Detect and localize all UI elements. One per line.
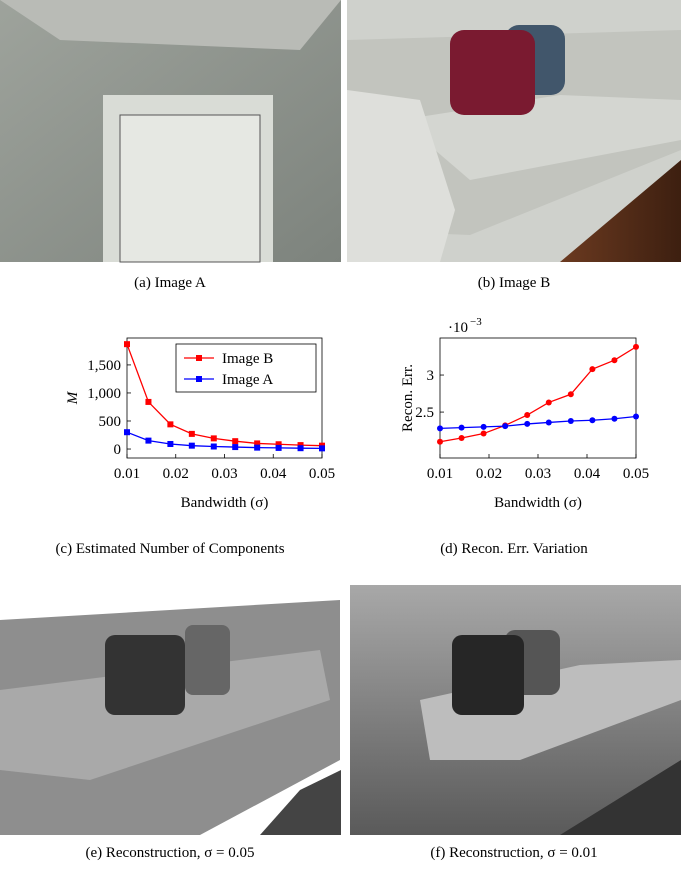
image-f — [350, 585, 681, 835]
marker — [232, 438, 238, 444]
marker — [298, 445, 304, 451]
x-tick-label: 0.01 — [427, 466, 453, 482]
x-tick-label: 0.03 — [525, 466, 551, 482]
marker — [319, 445, 325, 451]
marker — [167, 441, 173, 447]
marker — [189, 443, 195, 449]
caption: (b) Image B — [478, 275, 550, 291]
marker — [546, 419, 552, 425]
marker — [524, 412, 530, 418]
y-tick-label: 500 — [99, 414, 122, 430]
marker — [189, 431, 195, 437]
marker — [145, 438, 151, 444]
caption: (e) Reconstruction, σ = 0.05 — [85, 845, 254, 861]
y-tick-label: 3 — [427, 368, 435, 384]
marker — [211, 444, 217, 450]
x-tick-label: 0.04 — [574, 466, 601, 482]
caption: (c) Estimated Number of Components — [55, 541, 284, 557]
marker — [502, 423, 508, 429]
marker — [546, 399, 552, 405]
legend-label: Image A — [222, 372, 273, 388]
axis-multiplier: ·10 — [448, 320, 468, 336]
marker — [481, 431, 487, 437]
page: (a) Image A (b) Image B (c) Estimated Nu… — [0, 0, 681, 870]
x-tick-label: 0.03 — [211, 466, 237, 482]
marker — [633, 344, 639, 350]
marker — [232, 444, 238, 450]
image-e — [0, 585, 341, 835]
marker — [437, 425, 443, 431]
x-tick-label: 0.01 — [114, 466, 140, 482]
marker — [568, 418, 574, 424]
image-a — [0, 0, 341, 262]
legend-marker — [196, 355, 202, 361]
legend-marker — [196, 376, 202, 382]
x-axis-label: Bandwidth (σ) — [181, 495, 269, 511]
y-tick-label: 1,000 — [87, 386, 121, 402]
axis-multiplier-exponent: −3 — [470, 316, 482, 328]
marker — [524, 421, 530, 427]
figure: (a) Image A (b) Image B (c) Estimated Nu… — [0, 0, 681, 865]
x-tick-label: 0.02 — [163, 466, 189, 482]
caption: (d) Recon. Err. Variation — [440, 541, 588, 557]
marker — [167, 421, 173, 427]
marker — [589, 417, 595, 423]
caption: (a) Image A — [134, 275, 206, 291]
y-axis-label: M — [65, 390, 81, 405]
marker — [481, 424, 487, 430]
marker — [124, 341, 130, 347]
marker — [568, 391, 574, 397]
marker — [589, 366, 595, 372]
marker — [611, 416, 617, 422]
caption: (f) Reconstruction, σ = 0.01 — [430, 845, 597, 861]
marker — [254, 445, 260, 451]
marker — [459, 435, 465, 441]
marker — [633, 414, 639, 420]
y-tick-label: 1,500 — [87, 358, 121, 374]
marker — [437, 439, 443, 445]
legend-label: Image B — [222, 351, 273, 367]
image-b — [347, 0, 681, 262]
y-axis-label: Recon. Err. — [400, 364, 416, 432]
marker — [276, 445, 282, 451]
x-axis-label: Bandwidth (σ) — [494, 495, 582, 511]
marker — [611, 357, 617, 363]
x-tick-label: 0.04 — [260, 466, 287, 482]
x-tick-label: 0.05 — [309, 466, 335, 482]
plot-frame — [440, 338, 636, 458]
x-tick-label: 0.02 — [476, 466, 502, 482]
marker — [459, 425, 465, 431]
marker — [124, 429, 130, 435]
marker — [211, 435, 217, 441]
y-tick-label: 0 — [114, 442, 122, 458]
x-tick-label: 0.05 — [623, 466, 649, 482]
y-tick-label: 2.5 — [415, 405, 434, 421]
marker — [145, 399, 151, 405]
series-line — [440, 417, 636, 429]
